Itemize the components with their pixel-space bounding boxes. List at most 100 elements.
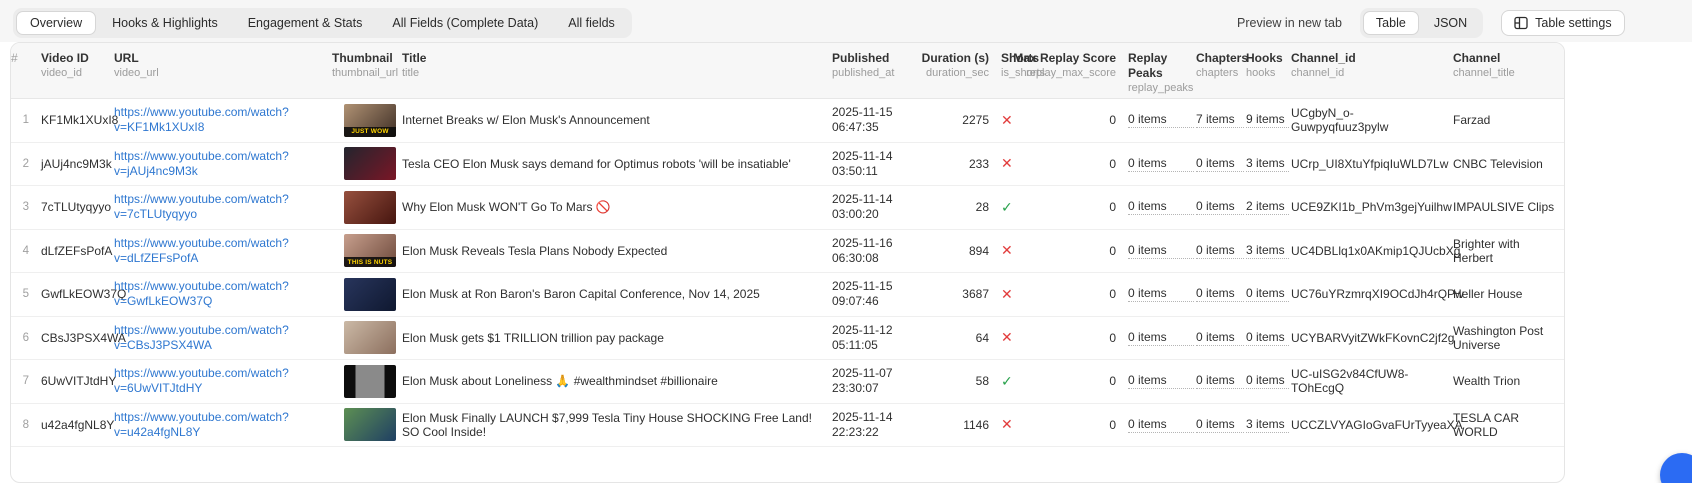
video-thumbnail[interactable] (344, 408, 396, 442)
hooks-link[interactable]: 3 items (1246, 243, 1289, 259)
preview-in-new-tab-link[interactable]: Preview in new tab (1237, 16, 1342, 30)
video-title-cell: Why Elon Musk WON'T Go To Mars 🚫 (402, 200, 611, 215)
replay-peaks-link[interactable]: 0 items (1128, 330, 1194, 346)
replay-peaks-link[interactable]: 0 items (1128, 417, 1194, 433)
column-label: Title (402, 51, 427, 65)
duration-sec-cell: 3687 (962, 287, 989, 302)
hooks-link[interactable]: 0 items (1246, 286, 1289, 303)
video-thumbnail[interactable]: THIS IS NUTS (344, 234, 396, 268)
video-url-link[interactable]: https://www.youtube.com/watch? v=CBsJ3PS… (114, 322, 289, 352)
duration-sec-cell: 894 (968, 243, 989, 258)
replay-peaks-link[interactable]: 0 items (1128, 156, 1194, 172)
channel-id-cell: UCYBARVyitZWkFKovnC2jf2g (1291, 330, 1455, 345)
video-thumbnail[interactable] (344, 277, 396, 311)
video-thumbnail[interactable] (344, 190, 396, 224)
replay-max-score-cell: 0 (1109, 330, 1116, 345)
chapters-link[interactable]: 0 items (1196, 373, 1244, 390)
dataset-table-card: # Video ID video_id URL video_url Thumbnail th… (10, 42, 1565, 483)
video-url-cell: https://www.youtube.com/watch? v=6UwVITJ… (114, 366, 332, 396)
hooks-cell: 0 items (1244, 330, 1289, 346)
video-thumbnail[interactable]: JUST WOW (344, 103, 396, 137)
column-label: URL (114, 51, 139, 65)
hooks-cell: 2 items (1244, 199, 1289, 216)
video-url-link[interactable]: https://www.youtube.com/watch? v=u42a4fg… (114, 409, 289, 439)
chapters-cell: 0 items (1194, 373, 1244, 390)
video-thumbnail[interactable] (344, 321, 396, 355)
chapters-cell: 0 items (1194, 330, 1244, 346)
table-body: 1 KF1Mk1XUxI8 https://www.youtube.com/watc… (11, 99, 1564, 447)
video-url-link[interactable]: https://www.youtube.com/watch? v=KF1Mk1X… (114, 105, 289, 135)
video-url-link[interactable]: https://www.youtube.com/watch? v=7cTLUty… (114, 192, 289, 222)
video-title-cell: Elon Musk about Loneliness 🙏 #wealthmind… (402, 374, 718, 389)
video-url-link[interactable]: https://www.youtube.com/watch? v=jAUj4nc… (114, 148, 289, 178)
check-icon: ✓ (1001, 198, 1013, 215)
tab-hooks-highlights[interactable]: Hooks & Highlights (112, 16, 218, 30)
channel-title-cell: CNBC Television (1453, 156, 1543, 171)
replay-peaks-link[interactable]: 0 items (1128, 112, 1194, 129)
chat-widget-button[interactable] (1660, 453, 1692, 483)
tab-overview[interactable]: Overview (16, 11, 97, 35)
video-url-link[interactable]: https://www.youtube.com/watch? v=6UwVITJ… (114, 366, 289, 396)
chapters-link[interactable]: 0 items (1196, 417, 1244, 433)
column-field-name: title (402, 67, 420, 79)
hooks-link[interactable]: 2 items (1246, 199, 1289, 216)
published-at-cell: 2025-11-14 03:50:11 (832, 148, 893, 178)
video-url-link[interactable]: https://www.youtube.com/watch? v=dLfZEFs… (114, 235, 289, 265)
channel-id-cell: UC76uYRzmrqXI9OCdJh4rQPw (1291, 287, 1464, 302)
duration-sec-cell: 28 (975, 200, 989, 215)
hooks-link[interactable]: 3 items (1246, 417, 1289, 433)
hooks-cell: 0 items (1244, 286, 1289, 303)
view-option-json[interactable]: JSON (1433, 16, 1468, 30)
table-row: 2 jAUj4nc9M3k https://www.youtube.com/watc… (11, 143, 1564, 186)
column-field-name: duration_sec (926, 67, 989, 79)
column-label: Shorts (1001, 51, 1040, 65)
video-url-cell: https://www.youtube.com/watch? v=KF1Mk1X… (114, 105, 332, 135)
table-settings-button[interactable]: Table settings (1501, 10, 1625, 36)
chapters-link[interactable]: 0 items (1196, 199, 1244, 216)
duration-sec-cell: 1146 (963, 417, 989, 432)
video-url-link[interactable]: https://www.youtube.com/watch? v=GwfLkEO… (114, 279, 289, 309)
column-label: # (11, 51, 18, 65)
chapters-link[interactable]: 7 items (1196, 112, 1244, 129)
is-shorts-cell: ✕ (989, 112, 1051, 129)
row-index: 5 (22, 288, 29, 301)
hooks-link[interactable]: 0 items (1246, 330, 1289, 346)
column-header-is_shorts: Shorts is_shorts (989, 51, 1045, 80)
replay-peaks-link[interactable]: 0 items (1128, 199, 1194, 216)
video-thumbnail[interactable] (344, 147, 396, 181)
hooks-link[interactable]: 9 items (1246, 112, 1289, 129)
channel-id-cell: UCE9ZKI1b_PhVm3gejYuilhw (1291, 200, 1452, 215)
view-option-table[interactable]: Table (1362, 11, 1419, 35)
thumbnail-cell: JUST WOW (332, 103, 402, 137)
hooks-link[interactable]: 3 items (1246, 156, 1289, 172)
is-shorts-cell: ✓ (989, 199, 1051, 216)
replay-max-score-cell: 0 (1109, 113, 1116, 128)
row-index: 4 (22, 244, 29, 257)
hooks-link[interactable]: 0 items (1246, 373, 1289, 390)
column-header-channel_id: Channel_id channel_id (1289, 51, 1451, 80)
chapters-link[interactable]: 0 items (1196, 156, 1244, 172)
view-switcher: Table JSON (1359, 8, 1484, 38)
replay-max-score-cell: 0 (1109, 374, 1116, 389)
chapters-link[interactable]: 0 items (1196, 286, 1244, 303)
table-row: 7 6UwVITJtdHY https://www.youtube.com/watc… (11, 360, 1564, 404)
table-row: 6 CBsJ3PSX4WA https://www.youtube.com/watc… (11, 317, 1564, 360)
video-id-cell: dLfZEFsPofA (41, 243, 113, 258)
tab-all-fields-complete-data[interactable]: All Fields (Complete Data) (392, 16, 539, 30)
column-label: Replay Peaks (1128, 51, 1168, 80)
chapters-cell: 0 items (1194, 417, 1244, 433)
replay-peaks-link[interactable]: 0 items (1128, 286, 1194, 303)
video-url-cell: https://www.youtube.com/watch? v=jAUj4nc… (114, 149, 332, 179)
tab-engagement-stats[interactable]: Engagement & Stats (247, 16, 363, 30)
table-layout-icon (1514, 16, 1528, 30)
is-shorts-cell: ✕ (989, 242, 1051, 259)
replay-peaks-link[interactable]: 0 items (1128, 373, 1194, 390)
is-shorts-cell: ✕ (989, 286, 1051, 303)
replay-peaks-link[interactable]: 0 items (1128, 243, 1194, 259)
replay-max-score-cell: 0 (1109, 200, 1116, 215)
tab-all-fields[interactable]: All fields (568, 16, 615, 30)
chapters-link[interactable]: 0 items (1196, 330, 1244, 346)
replay-max-score-cell: 0 (1109, 243, 1116, 258)
video-thumbnail[interactable] (344, 364, 396, 398)
chapters-link[interactable]: 0 items (1196, 243, 1244, 259)
